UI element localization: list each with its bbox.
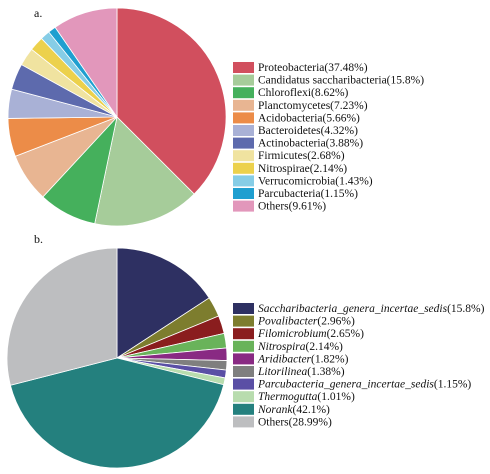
legend-b-label-1: Povalibacter(2.96%) — [257, 316, 355, 328]
legend-b-swatch-7 — [233, 391, 254, 403]
legend-a-label-7: Firmicutes(2.68%) — [258, 150, 345, 162]
legend-a-label-1: Candidatus saccharibacteria(15.8%) — [258, 75, 424, 87]
legend-a-swatch-4 — [233, 112, 254, 124]
panel-a-label: a. — [34, 6, 42, 20]
legend-b-swatch-8 — [233, 403, 254, 415]
pie-b-slice-8 — [9, 357, 225, 469]
legend-b-label-4: Aridibacter(1.82%) — [257, 353, 349, 365]
legend-b: Saccharibacteria_genera_incertae_sedis(1… — [233, 303, 485, 428]
legend-a-label-4: Acidobacteria(5.66%) — [258, 112, 360, 124]
legend-a-label-0: Proteobacteria(37.48%) — [258, 62, 368, 74]
pie-a-slice-1 — [94, 116, 195, 227]
pie-chart-a — [7, 7, 227, 227]
legend-a-swatch-8 — [233, 162, 254, 174]
legend-b-swatch-6 — [233, 378, 254, 390]
panel-b-label: b. — [34, 232, 43, 246]
legend-b-label-9: Others(28.99%) — [258, 416, 332, 428]
legend-a-swatch-11 — [233, 200, 254, 212]
legend-a-label-5: Bacteroidetes(4.32%) — [258, 125, 358, 137]
legend-b-swatch-1 — [233, 315, 254, 327]
legend-a-swatch-10 — [233, 188, 254, 199]
legend-a-label-9: Verrucomicrobia(1.43%) — [258, 175, 373, 187]
legend-a-label-10: Parcubacteria(1.15%) — [258, 188, 358, 200]
legend-b-label-5: Litorilinea(1.38%) — [257, 366, 345, 378]
legend-a-swatch-0 — [233, 62, 254, 73]
legend-b-label-8: Norank(42.1%) — [257, 404, 330, 416]
legend-a-swatch-2 — [233, 87, 254, 99]
legend-a-swatch-1 — [233, 74, 254, 86]
legend-b-label-0: Saccharibacteria_genera_incertae_sedis(1… — [258, 303, 485, 315]
legend-a-label-2: Chloroflexi(8.62%) — [258, 87, 349, 99]
legend-a-swatch-6 — [233, 137, 254, 149]
pie-b-slice-9 — [6, 247, 118, 386]
legend-b-label-2: Filomicrobium(2.65%) — [257, 328, 364, 340]
legend-b-swatch-2 — [233, 328, 254, 340]
legend-a-swatch-5 — [233, 125, 254, 136]
legend-a-swatch-9 — [233, 175, 254, 187]
legend-a-label-3: Planctomycetes(7.23%) — [258, 100, 368, 112]
legend-a-swatch-7 — [233, 150, 254, 162]
legend-a: Proteobacteria(37.48%)Candidatus sacchar… — [233, 62, 424, 213]
legend-b-swatch-0 — [233, 303, 254, 314]
legend-a-swatch-3 — [233, 99, 254, 111]
legend-b-label-3: Nitrospira(2.14%) — [257, 341, 343, 353]
legend-a-label-8: Nitrospirae(2.14%) — [258, 163, 347, 175]
pie-a-slice-0 — [116, 7, 227, 195]
legend-b-swatch-3 — [233, 340, 254, 352]
legend-b-label-6: Parcubacteria_genera_incertae_sedis(1.15… — [257, 379, 471, 391]
legend-b-label-7: Thermogutta(1.01%) — [258, 391, 355, 403]
legend-b-swatch-4 — [233, 353, 254, 365]
pie-a-slice-11 — [54, 7, 118, 119]
pie-b-slice-0 — [116, 247, 210, 359]
legend-b-swatch-5 — [233, 366, 254, 377]
pie-chart-b — [6, 247, 228, 469]
legend-a-label-6: Actinobacteria(3.88%) — [258, 138, 363, 150]
legend-b-swatch-9 — [233, 416, 254, 428]
legend-a-label-11: Others(9.61%) — [258, 201, 326, 213]
